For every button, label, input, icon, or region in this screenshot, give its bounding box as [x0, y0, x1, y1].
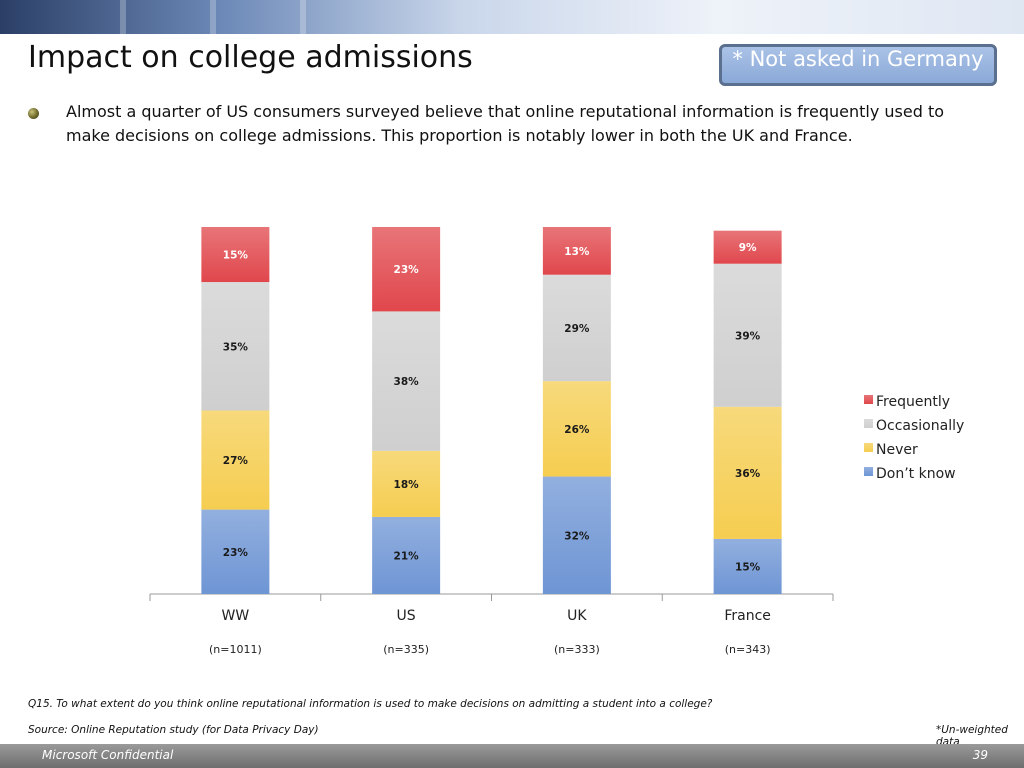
bar-segment-never-us: [372, 450, 441, 517]
legend-swatch: [864, 419, 873, 428]
legend-label: Occasionally: [876, 418, 964, 434]
bar-segment-occasionally-us: [372, 311, 441, 451]
data-label: 13%: [564, 246, 590, 258]
bar-segment-frequently-us: [372, 227, 441, 312]
bar-segment-never-uk: [542, 381, 611, 477]
data-label: 38%: [394, 376, 420, 388]
data-label: 32%: [564, 530, 590, 542]
bar-segment-don-t-know-france: [713, 538, 782, 594]
data-label: 27%: [223, 455, 249, 467]
category-label: France: [724, 608, 771, 624]
bar-segment-don-t-know-us: [372, 516, 441, 594]
footer-confidential: Microsoft Confidential: [42, 748, 174, 762]
data-label: 36%: [735, 468, 761, 480]
bar-segment-don-t-know-uk: [542, 476, 611, 594]
bar-segment-occasionally-france: [713, 263, 782, 407]
category-label: US: [397, 608, 416, 624]
data-label: 35%: [223, 341, 249, 353]
data-label: 21%: [394, 550, 420, 562]
bar-segment-frequently-uk: [542, 227, 611, 275]
top-banner: [0, 0, 1024, 34]
question-footnote: Q15. To what extent do you think online …: [28, 698, 713, 710]
legend-swatch: [864, 467, 873, 476]
bar-segment-occasionally-ww: [201, 282, 270, 411]
source-footnote: Source: Online Reputation study (for Dat…: [28, 724, 319, 736]
bar-segment-occasionally-uk: [542, 274, 611, 382]
data-label: 23%: [394, 264, 420, 276]
sample-size-label: (n=335): [383, 643, 429, 656]
bar-segment-don-t-know-ww: [201, 509, 270, 594]
bullet-text: Almost a quarter of US consumers surveye…: [66, 102, 945, 145]
bullet-icon: [28, 108, 39, 119]
legend-label: Don’t know: [876, 466, 956, 482]
data-label: 9%: [739, 242, 757, 254]
data-label: 23%: [223, 547, 249, 559]
banner-stripe: [120, 0, 126, 34]
category-label: WW: [222, 608, 250, 624]
data-label: 15%: [735, 561, 761, 573]
bar-segment-frequently-ww: [201, 227, 270, 283]
category-label: UK: [567, 608, 587, 624]
legend-swatch: [864, 395, 873, 404]
legend-label: Frequently: [876, 394, 950, 410]
sample-size-label: (n=343): [725, 643, 771, 656]
footer-bar: [0, 744, 1024, 768]
note-box: * Not asked in Germany: [719, 44, 997, 86]
bar-segment-frequently-france: [713, 230, 782, 264]
sample-size-label: (n=1011): [209, 643, 262, 656]
stacked-bar-chart: 23% 27% 35% 15% WW (n=1011) 21% 18% 38% 23% US (n=3…: [149, 227, 964, 656]
banner-stripe: [210, 0, 216, 34]
bar-segment-never-ww: [201, 410, 270, 510]
legend-swatch: [864, 443, 873, 452]
page-number: 39: [972, 748, 988, 762]
sample-size-label: (n=333): [554, 643, 600, 656]
legend-label: Never: [876, 442, 918, 458]
slide-title: Impact on college admissions: [28, 40, 473, 75]
data-label: 26%: [564, 424, 590, 436]
banner-stripe: [300, 0, 306, 34]
data-label: 18%: [394, 479, 420, 491]
data-label: 39%: [735, 330, 761, 342]
data-label: 15%: [223, 250, 249, 262]
data-label: 29%: [564, 323, 590, 335]
bar-segment-never-france: [713, 406, 782, 539]
